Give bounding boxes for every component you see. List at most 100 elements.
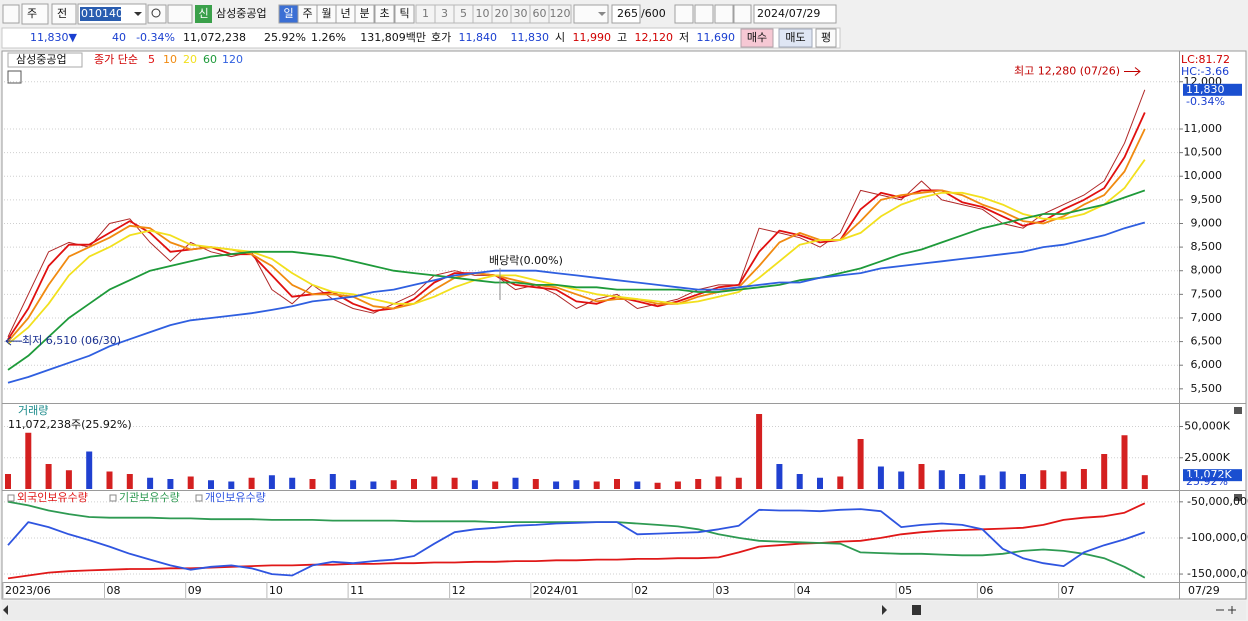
legend-name-box bbox=[7, 52, 83, 68]
avg: 평 bbox=[821, 31, 831, 44]
zoom-buttons[interactable] bbox=[1216, 606, 1236, 614]
sell-button[interactable] bbox=[778, 28, 813, 48]
count-max: /600 bbox=[641, 7, 666, 20]
y-tick-label: 8,000 bbox=[1191, 264, 1223, 277]
volume-bar bbox=[979, 475, 986, 489]
volume-bar bbox=[411, 479, 417, 489]
menu-button[interactable] bbox=[2, 4, 20, 24]
volume-bar bbox=[167, 479, 174, 489]
series-line bbox=[7, 508, 1146, 577]
search-icon bbox=[151, 8, 161, 18]
volume-bar bbox=[1060, 471, 1067, 489]
volume-bar bbox=[431, 476, 438, 489]
y-tick-label: 7,000 bbox=[1191, 311, 1223, 324]
dividend-annotation: 배당락(0.00%) bbox=[489, 254, 563, 267]
settings-button[interactable] bbox=[733, 4, 752, 24]
volume-bar bbox=[654, 482, 661, 489]
volume-bar bbox=[776, 464, 783, 489]
table-icon[interactable] bbox=[7, 70, 22, 84]
lc-label: LC:81.72 bbox=[1181, 53, 1230, 66]
volume-bar bbox=[350, 480, 357, 489]
volume-bar bbox=[817, 477, 823, 489]
interval-button[interactable] bbox=[374, 4, 395, 24]
volume-box bbox=[1183, 469, 1242, 482]
number-label: 10 bbox=[476, 7, 490, 20]
y-tick-label: 5,500 bbox=[1191, 382, 1223, 395]
volume: 11,072,238 bbox=[183, 31, 246, 44]
x-tick-label: 11 bbox=[350, 584, 364, 597]
prev-select[interactable] bbox=[51, 3, 77, 25]
volume-bar bbox=[796, 474, 803, 489]
x-end-label: 07/29 bbox=[1188, 584, 1220, 597]
y-tick-label: 11,000 bbox=[1184, 122, 1223, 135]
volume-bar bbox=[959, 474, 966, 489]
stop-button[interactable] bbox=[912, 605, 921, 615]
y-tick-label: 10,500 bbox=[1184, 146, 1223, 159]
volume-bar bbox=[329, 474, 336, 489]
panel-close[interactable] bbox=[1234, 494, 1242, 501]
y-tick-label: -100,000,000 bbox=[1187, 531, 1248, 544]
volume-bar bbox=[309, 479, 316, 489]
code: 010140 bbox=[81, 7, 123, 20]
volume-bar bbox=[268, 475, 275, 489]
x-tick-label: 02 bbox=[634, 584, 648, 597]
y-tick-label: 9,000 bbox=[1191, 216, 1223, 229]
y-tick-label: 10,000 bbox=[1184, 169, 1223, 182]
avg-button[interactable] bbox=[815, 28, 837, 48]
date-input[interactable] bbox=[753, 4, 837, 24]
volume-bar bbox=[898, 471, 905, 489]
y-tick-label: 6,500 bbox=[1191, 335, 1223, 348]
volume-bar bbox=[634, 481, 641, 489]
y-tick-label: -150,000,000 bbox=[1187, 567, 1248, 580]
quote-label: 호가 bbox=[431, 31, 451, 44]
x-tick-label: 10 bbox=[269, 584, 283, 597]
volume-bar bbox=[1040, 470, 1047, 489]
legend-entry: 20 bbox=[183, 53, 197, 66]
x-tick-label: 08 bbox=[107, 584, 121, 597]
credit-badge bbox=[195, 5, 212, 23]
search-button[interactable] bbox=[147, 4, 167, 24]
chart-select[interactable] bbox=[573, 4, 609, 24]
interval-button[interactable] bbox=[394, 4, 415, 24]
x-tick-label: 09 bbox=[188, 584, 202, 597]
number-button[interactable] bbox=[548, 4, 572, 24]
scroll-left[interactable] bbox=[3, 605, 8, 615]
interval-label: 분 bbox=[359, 7, 369, 20]
series-line bbox=[7, 221, 1146, 384]
number-label: 120 bbox=[550, 7, 571, 20]
scroll-bar[interactable] bbox=[2, 601, 1246, 620]
volume-bar bbox=[208, 480, 214, 489]
volume-bar bbox=[593, 481, 600, 489]
number-label: 5 bbox=[460, 7, 467, 20]
y-tick-label: 50,000K bbox=[1184, 420, 1230, 433]
info-bar-box bbox=[1, 27, 841, 49]
period: 주 bbox=[27, 7, 37, 20]
legend-swatch bbox=[195, 494, 203, 502]
period-select[interactable] bbox=[21, 3, 49, 25]
volume-bar bbox=[674, 481, 681, 489]
volume-bar bbox=[999, 471, 1006, 489]
high: 12,120 bbox=[635, 31, 674, 44]
low-arrow bbox=[5, 336, 22, 346]
save-button[interactable] bbox=[714, 4, 734, 24]
legend-swatch bbox=[109, 494, 117, 502]
count-input[interactable] bbox=[611, 4, 641, 24]
volume-bar bbox=[532, 479, 539, 489]
scroll-right[interactable] bbox=[882, 605, 887, 615]
x-tick-label: 06 bbox=[979, 584, 993, 597]
change: 40 bbox=[112, 31, 126, 44]
interval-button[interactable] bbox=[354, 4, 375, 24]
sound-button[interactable] bbox=[167, 4, 193, 24]
buy-button[interactable] bbox=[740, 28, 774, 48]
info-bar: 11,830▼ 40 -0.34% 11,072,238 25.92% 1.26… bbox=[1, 27, 841, 49]
volume-bar bbox=[1121, 435, 1128, 489]
interval-group: 일 주 월 년 분 초 틱 1 3 5 10 20 30 60 120 bbox=[278, 4, 572, 24]
legend-entry: 개인보유수량 bbox=[205, 491, 266, 504]
tool-button[interactable] bbox=[674, 4, 694, 24]
panel-close[interactable] bbox=[1234, 407, 1242, 414]
tool-button[interactable] bbox=[694, 4, 714, 24]
price-box bbox=[1183, 83, 1242, 96]
volume-bar bbox=[25, 432, 32, 489]
